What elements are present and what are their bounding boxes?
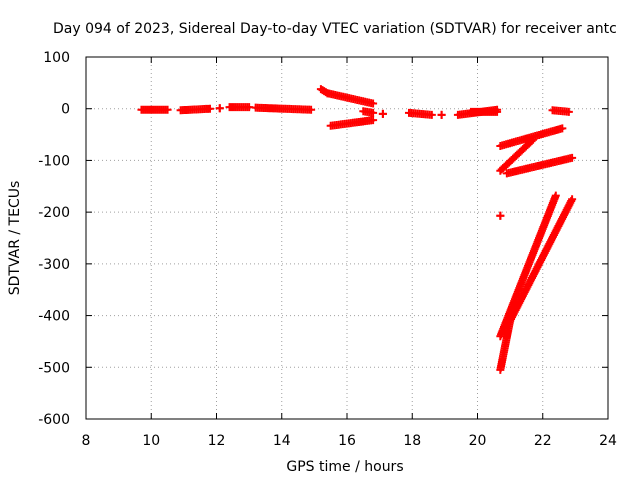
data-point bbox=[528, 135, 537, 144]
y-tick-label: -100 bbox=[38, 153, 70, 169]
y-tick-label: 100 bbox=[43, 50, 70, 66]
x-tick-label: 14 bbox=[273, 433, 291, 449]
data-point bbox=[215, 104, 224, 113]
x-tick-label: 22 bbox=[534, 433, 552, 449]
data-point bbox=[369, 99, 378, 108]
y-tick-label: -500 bbox=[38, 360, 70, 376]
x-tick-label: 10 bbox=[142, 433, 160, 449]
y-tick-label: -300 bbox=[38, 257, 70, 273]
data-point bbox=[437, 110, 446, 119]
data-point bbox=[369, 116, 378, 125]
x-axis-title: GPS time / hours bbox=[286, 459, 403, 475]
data-point bbox=[493, 107, 502, 116]
y-tick-label: -200 bbox=[38, 205, 70, 221]
data-point bbox=[568, 153, 577, 162]
axis-ticks: 8 10 12 14 16 18 20 22 24 100 0 -100 -200 -300 -400 -50… bbox=[38, 50, 617, 449]
data-point bbox=[427, 110, 436, 119]
data-points bbox=[137, 85, 577, 374]
data-point bbox=[496, 211, 505, 220]
data-point bbox=[558, 124, 567, 133]
data-point bbox=[551, 191, 560, 200]
y-axis-title: SDTVAR / TECUs bbox=[7, 181, 23, 296]
y-tick-label: -600 bbox=[38, 412, 70, 428]
y-tick-label: -400 bbox=[38, 309, 70, 325]
data-point bbox=[568, 195, 577, 204]
x-tick-label: 12 bbox=[208, 433, 226, 449]
data-point bbox=[369, 108, 378, 117]
data-point bbox=[205, 104, 214, 113]
data-point bbox=[163, 105, 172, 114]
data-point bbox=[527, 137, 536, 146]
x-tick-label: 20 bbox=[469, 433, 487, 449]
x-tick-label: 18 bbox=[403, 433, 421, 449]
data-point bbox=[378, 109, 387, 118]
x-tick-label: 8 bbox=[82, 433, 91, 449]
data-point bbox=[307, 105, 316, 114]
x-tick-label: 16 bbox=[338, 433, 356, 449]
chart-title: Day 094 of 2023, Sidereal Day-to-day VTE… bbox=[53, 21, 617, 37]
y-tick-label: 0 bbox=[61, 102, 70, 118]
data-point bbox=[564, 107, 573, 116]
x-tick-label: 24 bbox=[599, 433, 617, 449]
